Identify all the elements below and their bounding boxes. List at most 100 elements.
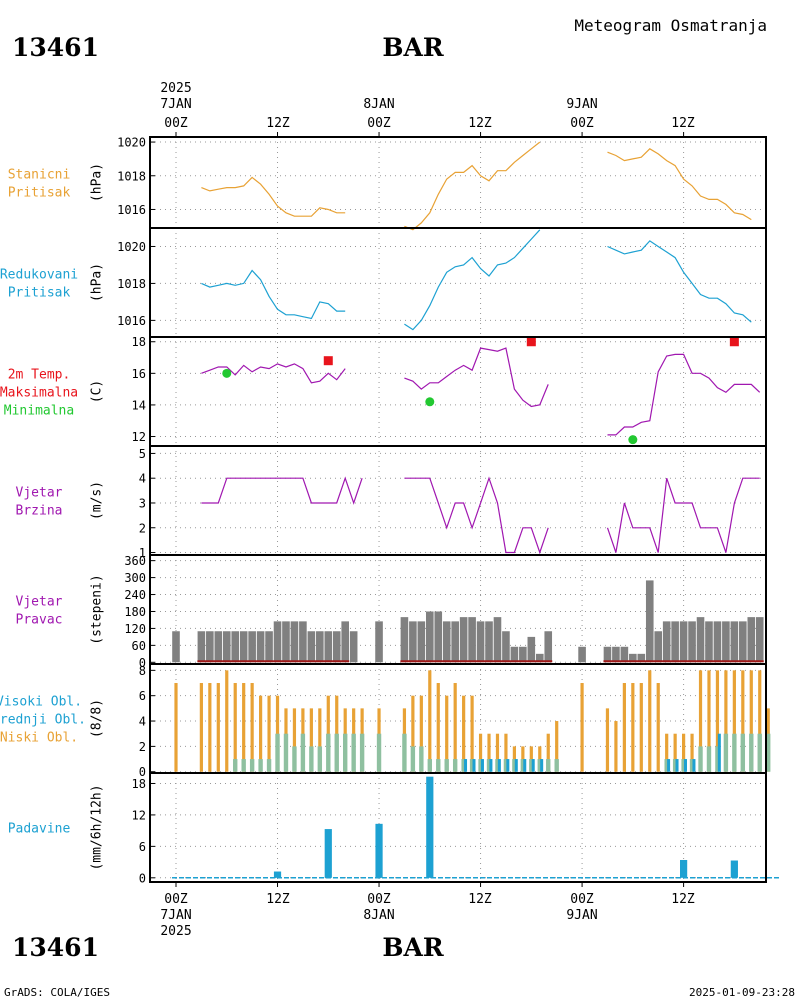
high-cloud-bar (667, 759, 671, 772)
series-label: Pritisak (8, 186, 71, 201)
mid-cloud-bar (249, 759, 255, 772)
low-cloud-bar (242, 683, 246, 772)
low-cloud-bar (690, 733, 694, 772)
mid-cloud-bar (486, 759, 492, 772)
low-cloud-bar (538, 746, 542, 772)
y-tick-label: 300 (124, 571, 146, 585)
wind-direction-bar (705, 621, 713, 663)
bottom-day-label-1: 7JAN (160, 908, 191, 923)
top-hour-label-5: 00Z (570, 116, 594, 131)
low-cloud-bar (428, 670, 432, 772)
mid-cloud-bar (689, 759, 695, 772)
y-tick-label: 0 (139, 656, 146, 670)
y-axis-label: (C) (90, 380, 105, 403)
wind-direction-bar (214, 631, 223, 663)
wind-direction-bar (603, 646, 612, 663)
high-cloud-bar (523, 759, 527, 772)
low-cloud-bar (292, 708, 297, 772)
mid-cloud-bar (503, 759, 509, 772)
series-label: Padavine (8, 822, 71, 837)
station-name-top: BAR (382, 33, 444, 62)
high-cloud-bar (497, 759, 501, 772)
low-cloud-bar (487, 733, 491, 772)
bottom-hour-label-6: 12Z (671, 892, 695, 907)
mid-cloud-bar (258, 759, 263, 772)
wind-direction-bar (688, 621, 696, 663)
wind-direction-bar (341, 621, 349, 663)
mid-cloud-bar (241, 759, 246, 772)
low-cloud-bar (216, 683, 220, 772)
low-cloud-bar (419, 695, 423, 772)
panel-oblacnost: 0 2 4 6 8 Visoki Obl. Srednji Obl. Niski Obl. (8… (0, 663, 771, 779)
chart-title: Meteogram Osmatranja (574, 16, 767, 35)
top-hour-label-4: 12Z (468, 116, 492, 131)
temperature-line (404, 347, 549, 408)
low-cloud-bar (555, 721, 559, 772)
wind-direction-bar (755, 617, 764, 663)
y-axis-label: (stepeni) (90, 574, 105, 644)
y-tick-label: 2 (139, 521, 146, 535)
high-cloud-bar (489, 759, 493, 772)
low-cloud-bar (521, 746, 525, 772)
wind-direction-bar (332, 631, 341, 663)
station-id-top: 13461 (12, 33, 99, 62)
y-tick-label: 18 (132, 335, 146, 349)
low-cloud-bar (250, 683, 254, 772)
y-tick-label: 1018 (117, 169, 146, 183)
precip-bar (273, 871, 282, 878)
mid-cloud-bar (512, 759, 517, 772)
series-label: Vjetar (16, 486, 63, 501)
y-tick-label: 8 (139, 664, 146, 678)
wind-direction-bar (527, 636, 536, 663)
y-tick-label: 1016 (117, 314, 146, 328)
wind-direction-bar (324, 631, 333, 663)
panel-frame (149, 136, 767, 229)
mid-cloud-bar (664, 759, 669, 772)
low-cloud-bar (309, 708, 313, 772)
footer-credit: GrADS: COLA/IGES (4, 986, 110, 999)
station-id-bottom: 13461 (12, 933, 99, 962)
high-cloud-bar (684, 759, 687, 772)
wind-direction-bar (671, 621, 679, 663)
max-temp-marker (526, 337, 536, 347)
mid-cloud-bar (292, 746, 297, 772)
low-cloud-bar (673, 733, 677, 772)
y-tick-label: 3 (139, 496, 146, 510)
low-cloud-bar (732, 670, 736, 772)
y-tick-label: 60 (132, 639, 146, 653)
y-tick-label: 18 (132, 777, 146, 791)
series-label: Pritisak (8, 286, 71, 301)
y-tick-label: 0 (139, 871, 146, 885)
low-cloud-bar (436, 683, 440, 772)
low-cloud-bar (225, 670, 229, 772)
panel-padavine: 0 6 12 18 Padavine (mm/6h/12h) (8, 772, 781, 885)
low-cloud-bar (546, 733, 550, 772)
max-temp-marker (323, 356, 333, 366)
wind-direction-bar (476, 621, 485, 663)
mid-cloud-bar (461, 759, 466, 772)
bottom-year-label: 2025 (160, 924, 191, 939)
series-label: Srednji Obl. (0, 713, 86, 728)
mid-cloud-bar (469, 759, 475, 772)
mid-cloud-bar (359, 733, 365, 772)
high-cloud-bar (472, 759, 476, 772)
wind-direction-bar (290, 621, 299, 663)
low-cloud-bar (267, 695, 271, 772)
low-cloud-bar (529, 746, 533, 772)
low-cloud-bar (580, 683, 584, 772)
y-tick-label: 1020 (117, 240, 146, 254)
mid-cloud-bar (529, 759, 534, 772)
bottom-hour-label-3: 00Z (367, 892, 391, 907)
wind-speed-line (606, 477, 760, 553)
mid-cloud-bar (546, 759, 551, 772)
max-temp-marker (729, 337, 739, 347)
precip-bar (730, 860, 738, 878)
y-tick-label: 1018 (117, 277, 146, 291)
min-temp-marker (628, 435, 638, 445)
wind-direction-bar (578, 646, 586, 663)
y-tick-label: 1016 (117, 203, 146, 217)
panel-vjetar_pravac: 0 60 120 180 240 300 360 Vjetar Pravac (stepeni) (16, 554, 767, 670)
bottom-day-label-2: 8JAN (363, 908, 394, 923)
wind-direction-bar (502, 631, 510, 663)
